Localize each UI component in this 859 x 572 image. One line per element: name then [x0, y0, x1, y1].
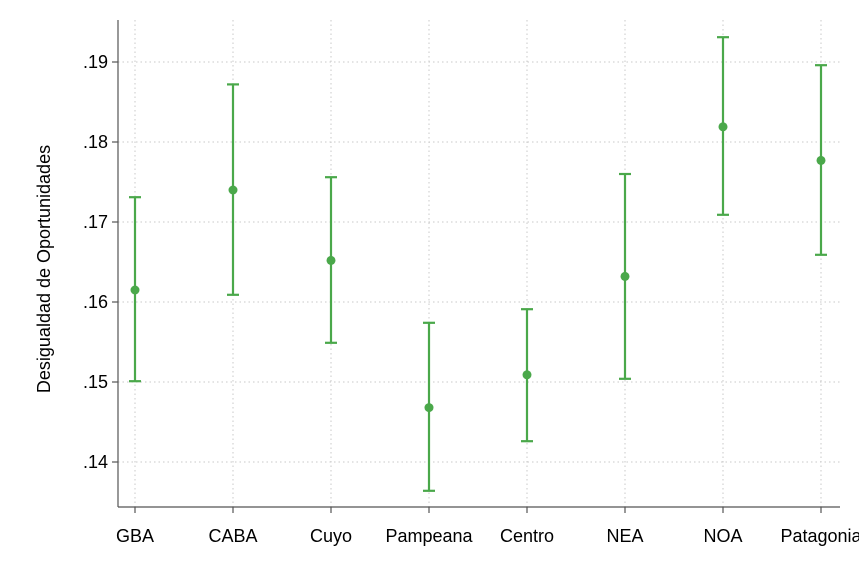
x-tick-label: GBA: [116, 526, 154, 546]
y-axis-title: Desigualdad de Oportunidades: [34, 145, 54, 393]
data-point: [326, 255, 336, 265]
y-tick-label: .17: [83, 212, 108, 232]
y-tick-label: .18: [83, 132, 108, 152]
x-tick-label: CABA: [208, 526, 257, 546]
data-point: [130, 285, 140, 295]
x-tick-label: NEA: [606, 526, 643, 546]
data-point: [228, 185, 238, 195]
x-tick-label: NOA: [703, 526, 742, 546]
axes-layer: [117, 20, 840, 508]
grid-layer: [118, 20, 840, 507]
y-tick-label: .15: [83, 372, 108, 392]
y-tick-label: .19: [83, 52, 108, 72]
x-ticks: GBA CABA Cuyo Pampeana Centro NEA NOA Patagonia: [116, 507, 859, 546]
data-point: [620, 271, 630, 281]
data-point: [522, 370, 532, 380]
x-tick-label: Centro: [500, 526, 554, 546]
series-layer: [129, 36, 827, 492]
data-point: [424, 403, 434, 413]
data-point: [718, 122, 728, 132]
y-tick-label: .16: [83, 292, 108, 312]
x-tick-label: Pampeana: [385, 526, 473, 546]
y-tick-label: .14: [83, 452, 108, 472]
y-ticks: .14 .15 .16 .17 .18 .19: [83, 52, 118, 472]
x-tick-label: Cuyo: [310, 526, 352, 546]
data-point: [816, 155, 826, 165]
x-tick-label: Patagonia: [780, 526, 859, 546]
